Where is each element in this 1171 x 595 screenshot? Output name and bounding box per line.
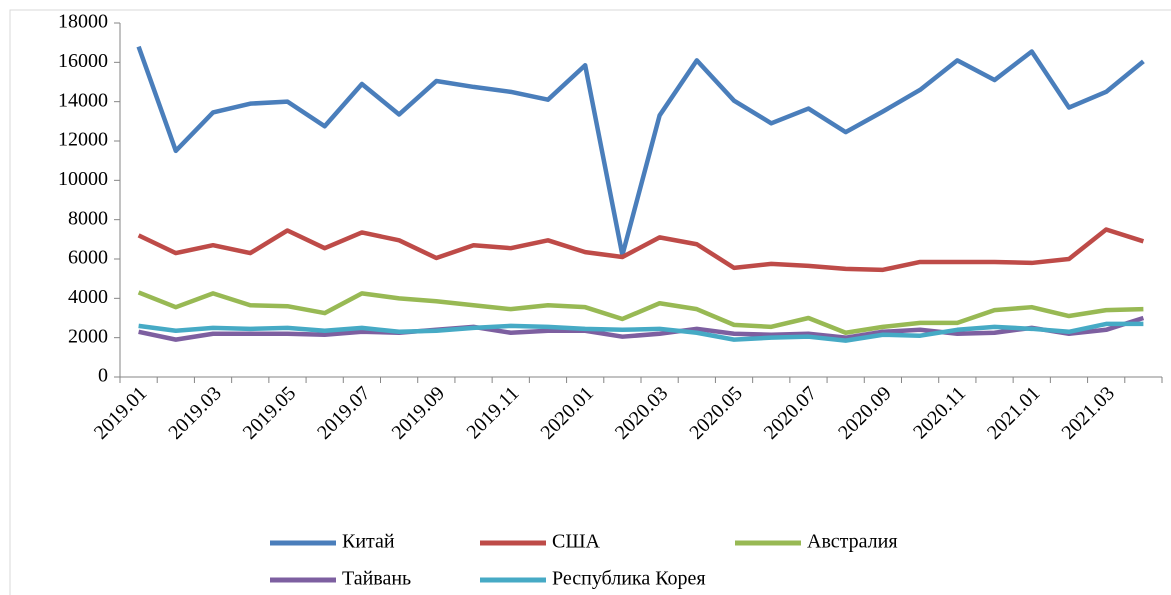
legend-label: Тайвань <box>342 568 411 590</box>
series-line <box>138 315 1145 342</box>
y-tick-label: 0 <box>98 365 108 387</box>
x-tick-label: 2019.09 <box>388 382 450 444</box>
legend-label: США <box>552 531 601 553</box>
series-line <box>137 227 1145 273</box>
x-tick-label: 2019.01 <box>90 382 152 444</box>
x-tick-label: 2020.03 <box>611 382 673 444</box>
legend-label: Республика Корея <box>552 568 706 590</box>
x-tick-label: 2020.09 <box>834 382 896 444</box>
x-tick-label: 2019.03 <box>164 382 226 444</box>
chart-frame <box>9 9 1171 595</box>
series-line <box>138 321 1144 343</box>
x-tick-label: 2020.07 <box>760 382 822 444</box>
y-tick-label: 6000 <box>68 247 108 269</box>
x-tick-label: 2019.07 <box>313 382 375 444</box>
y-tick-label: 16000 <box>58 50 108 72</box>
x-tick-label: 2021.01 <box>983 382 1045 444</box>
y-tick-label: 8000 <box>68 207 108 229</box>
y-tick-label: 12000 <box>58 129 108 151</box>
series-line <box>137 290 1144 335</box>
x-tick-label: 2020.05 <box>685 382 747 444</box>
legend-label: Австралия <box>807 531 898 553</box>
y-tick-label: 2000 <box>68 325 108 347</box>
series-line <box>136 45 1145 258</box>
x-tick-label: 2020.11 <box>909 382 970 443</box>
x-tick-label: 2019.05 <box>239 382 301 444</box>
x-tick-label: 2020.01 <box>536 382 598 444</box>
x-tick-label: 2021.03 <box>1057 382 1119 444</box>
y-tick-label: 14000 <box>58 89 108 111</box>
legend-label: Китай <box>342 531 395 553</box>
x-tick-label: 2019.11 <box>463 382 524 443</box>
y-tick-label: 18000 <box>58 11 108 33</box>
y-tick-label: 10000 <box>58 168 108 190</box>
y-tick-label: 4000 <box>68 286 108 308</box>
